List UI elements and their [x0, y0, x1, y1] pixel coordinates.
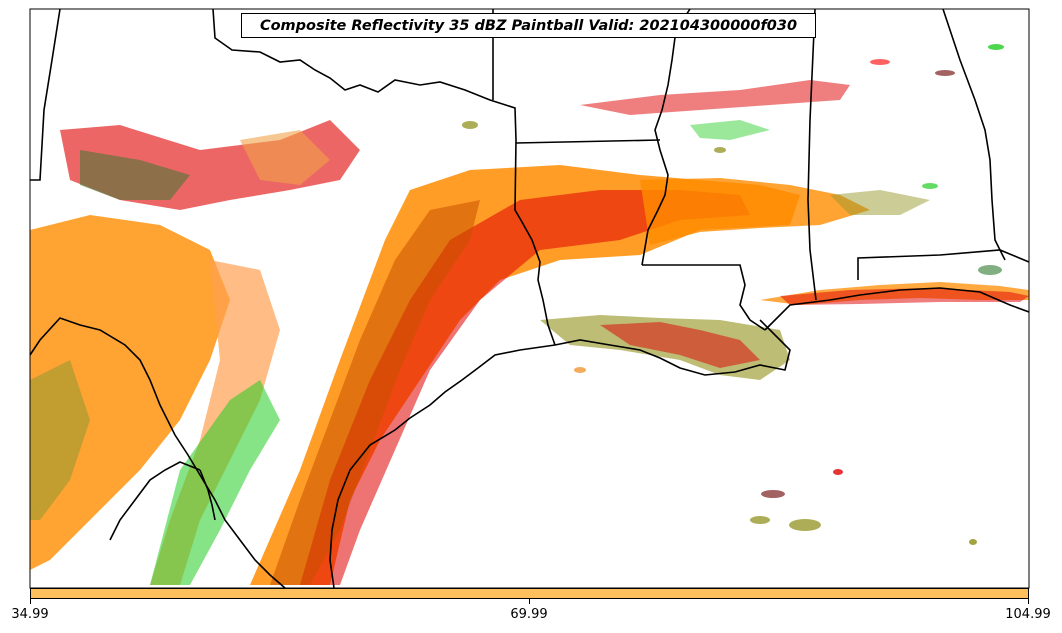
state-border-mississippi-alabama: [807, 9, 817, 301]
storm-scatter-north-green: [80, 150, 190, 200]
colorbar-tick-1: [529, 599, 530, 604]
storm-band-east: [640, 178, 870, 245]
state-border-new-mexico: [30, 9, 61, 181]
storm-scatter-louisiana-red: [600, 322, 760, 368]
storm-scatter-north-orange: [240, 130, 330, 185]
state-border-alabama-georgia: [942, 9, 1006, 261]
storm-band-coast-red: [780, 288, 1029, 305]
storm-band-main: [250, 165, 800, 585]
cell-east-7: [935, 70, 955, 76]
cell-east-9: [714, 147, 726, 153]
storm-region-west-green: [150, 380, 280, 585]
state-border-louisiana-south: [642, 264, 766, 331]
cell-east-5: [969, 539, 977, 545]
storm-region-west-olive: [30, 360, 90, 520]
border-mexico-interior: [109, 461, 216, 541]
storm-band-dark: [270, 200, 480, 585]
storm-scatter-upper: [580, 80, 850, 115]
coastline-gulf: [329, 287, 1029, 588]
cell-east-11: [978, 265, 1002, 275]
cell-east-3: [761, 490, 785, 498]
colorbar-label-min: 34.99: [11, 607, 49, 622]
cell-east-1: [750, 516, 770, 524]
storm-region-west: [30, 215, 230, 570]
colorbar-label-max: 104.99: [1005, 607, 1051, 622]
colorbar-tick-0: [30, 599, 31, 604]
colorbar: [30, 588, 1029, 599]
cell-east-2: [789, 519, 821, 531]
cell-east-8: [988, 44, 1004, 50]
state-border-texas-louisiana: [514, 139, 556, 346]
cell-east-13: [574, 367, 586, 373]
state-border-florida: [857, 249, 1029, 280]
cell-east-6: [870, 59, 890, 65]
cell-east-10: [922, 183, 938, 189]
border-mexico: [30, 317, 286, 588]
reflectivity-paint: [30, 44, 1029, 585]
colorbar-tick-2: [1028, 599, 1029, 604]
cell-east-12: [462, 121, 478, 129]
colorbar-label-mid: 69.99: [510, 607, 548, 622]
storm-scatter-upper-green: [690, 120, 770, 140]
state-border-oklahoma: [212, 9, 517, 141]
storm-scatter-alabama: [830, 190, 930, 215]
cell-east-4: [833, 469, 843, 475]
map-title: Composite Reflectivity 35 dBZ Paintball …: [241, 13, 816, 38]
boundaries: [30, 9, 1029, 588]
state-border-arkansas-louisiana: [515, 139, 661, 144]
river-mississippi: [641, 9, 691, 266]
